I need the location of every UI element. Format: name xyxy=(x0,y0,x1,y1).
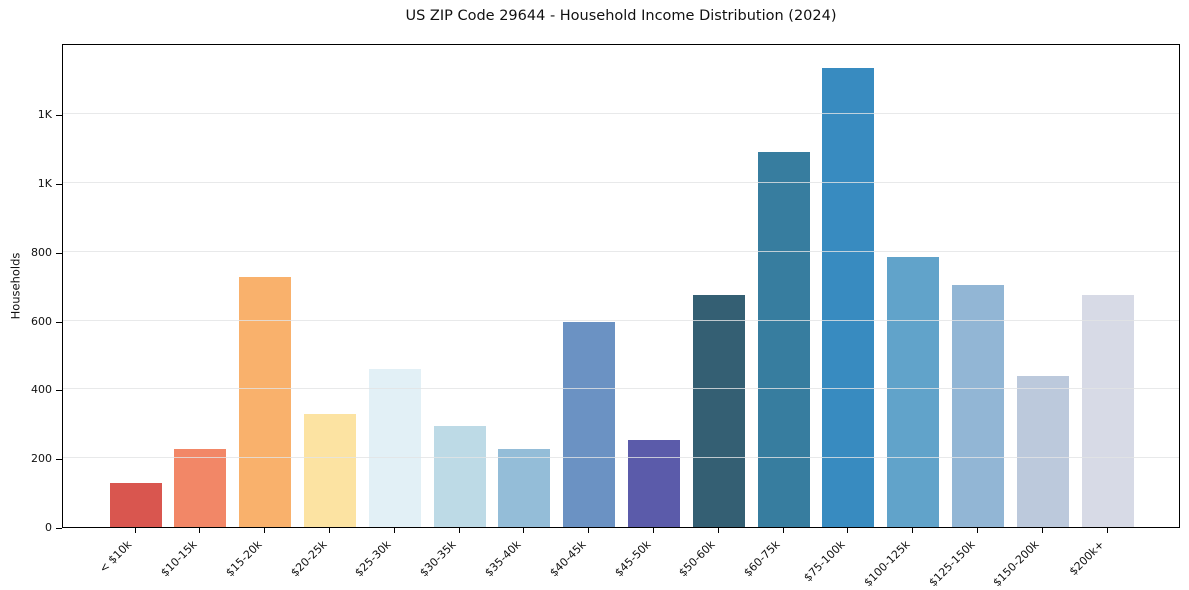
xtick-mark-5 xyxy=(458,528,460,533)
ytick-mark-1 xyxy=(56,459,62,461)
xtick-mark-0 xyxy=(134,528,136,533)
xtick-mark-4 xyxy=(393,528,395,533)
xtick-mark-15 xyxy=(1106,528,1108,533)
bar-0 xyxy=(109,483,162,527)
xtick-label-8: $45-50k xyxy=(611,538,654,580)
xtick-label-9: $50-60k xyxy=(676,538,718,580)
ytick-label-4: 800 xyxy=(31,245,52,259)
bar-4 xyxy=(368,368,421,527)
ytick-mark-5 xyxy=(56,184,62,185)
bars-layer xyxy=(63,45,1179,527)
ytick-label-2: 400 xyxy=(31,383,52,397)
xtick-label-15: $200k+ xyxy=(1066,538,1107,579)
ytick-label-5: 1K xyxy=(37,177,52,190)
xtick-mark-2 xyxy=(264,528,266,533)
plot-area xyxy=(62,44,1180,528)
xtick-mark-7 xyxy=(588,528,590,533)
xtick-label-13: $125-150k xyxy=(925,538,978,590)
ytick-mark-2 xyxy=(56,390,62,392)
xtick-label-5: $30-35k xyxy=(417,538,459,580)
xtick-label-3: $20-25k xyxy=(287,538,330,580)
bar-15 xyxy=(1081,294,1134,527)
bar-13 xyxy=(951,284,1004,527)
bar-5 xyxy=(433,426,486,527)
xtick-mark-1 xyxy=(199,528,201,533)
xtick-label-7: $40-45k xyxy=(547,538,589,580)
xtick-label-1: $10-15k xyxy=(158,538,200,580)
xtick-label-11: $75-100k xyxy=(801,538,848,585)
ytick-label-1: 200 xyxy=(31,452,52,466)
xtick-mark-10 xyxy=(782,528,784,533)
bar-1 xyxy=(174,448,227,527)
chart-title: US ZIP Code 29644 - Household Income Dis… xyxy=(405,8,837,24)
ytick-label-6: 1K xyxy=(37,108,52,122)
bar-9 xyxy=(692,294,745,527)
xtick-label-12: $100-125k xyxy=(861,538,913,590)
ytick-mark-0 xyxy=(56,528,62,529)
bar-7 xyxy=(563,322,616,527)
bar-2 xyxy=(239,276,292,527)
ytick-label-3: 600 xyxy=(31,314,52,328)
xtick-mark-8 xyxy=(652,528,654,533)
xtick-label-14: $150-200k xyxy=(990,538,1042,590)
ytick-label-0: 0 xyxy=(45,521,52,534)
xtick-mark-6 xyxy=(523,528,525,533)
bar-3 xyxy=(303,413,356,527)
y-axis-label: Households xyxy=(8,252,23,320)
ytick-mark-4 xyxy=(56,252,62,254)
bar-11 xyxy=(822,67,875,527)
ytick-mark-6 xyxy=(56,115,62,117)
xtick-label-10: $60-75k xyxy=(741,538,783,580)
bar-12 xyxy=(887,257,940,527)
bar-14 xyxy=(1016,376,1069,527)
xtick-mark-13 xyxy=(976,528,978,533)
xtick-mark-12 xyxy=(912,528,914,533)
ytick-mark-3 xyxy=(56,321,62,323)
xtick-mark-11 xyxy=(847,528,849,533)
bar-8 xyxy=(627,440,680,527)
xtick-label-4: $25-30k xyxy=(352,538,394,580)
xtick-mark-14 xyxy=(1041,528,1043,533)
bar-6 xyxy=(498,448,551,527)
xtick-label-6: $35-40k xyxy=(482,538,524,580)
xtick-mark-3 xyxy=(328,528,330,533)
xtick-label-0: < $10k xyxy=(97,538,135,576)
xtick-label-2: $15-20k xyxy=(223,538,265,580)
bar-10 xyxy=(757,152,810,527)
xtick-mark-9 xyxy=(717,528,719,533)
